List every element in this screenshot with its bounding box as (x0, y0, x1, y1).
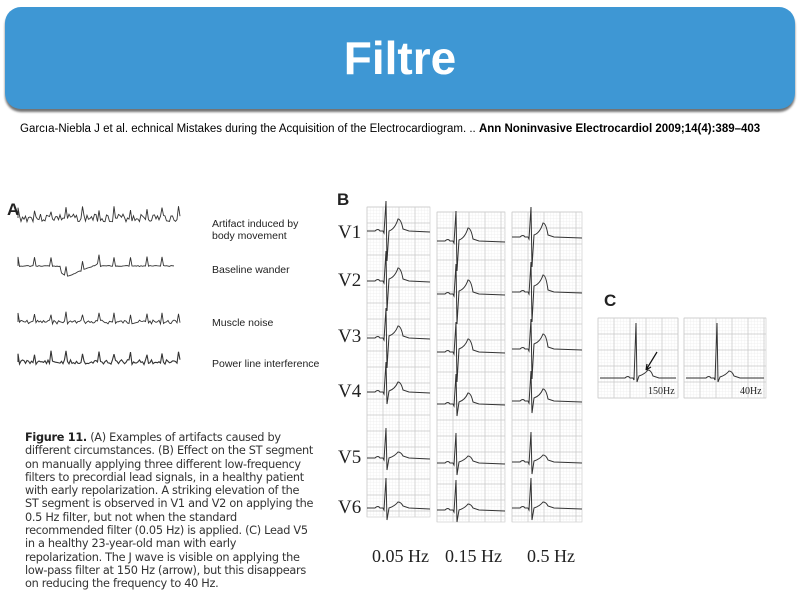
trace-muscle-noise (17, 311, 181, 326)
filter-label-005: 0.05 Hz (372, 546, 429, 566)
trace-power-line (17, 350, 181, 366)
lead-label-v5: V5 (338, 447, 362, 468)
trace-col1-v4 (367, 361, 431, 405)
figure-caption: Figure 11. (A) Examples of artifacts cau… (25, 431, 315, 591)
artifact-label-movement: Artifact induced by body movement (212, 218, 299, 242)
trace-col3-v4 (512, 370, 583, 414)
title-banner: Filtre (5, 7, 795, 109)
trace-col2-v4 (437, 373, 506, 417)
grid-col-1 (366, 206, 431, 518)
lead-label-v6: V6 (338, 497, 362, 518)
grid-150hz-major (597, 317, 679, 399)
trace-body-movement (17, 206, 181, 224)
citation-authors: Garcıa-Niebla J et al. echnical Mistakes… (20, 123, 479, 135)
artifact-label-powerline: Power line interference (212, 358, 320, 370)
panel-c-letter: C (604, 291, 617, 310)
trace-col3-v2 (512, 261, 583, 323)
caption-text: (A) Examples of artifacts caused by diff… (25, 431, 314, 591)
filter-label-015: 0.15 Hz (445, 546, 502, 566)
trace-col2-v1 (437, 210, 506, 272)
grid-col-2-major (436, 211, 505, 522)
trace-col1-v6 (367, 477, 431, 521)
citation-journal: Ann Noninvasive Electrocardiol 2009;14(4… (478, 123, 761, 135)
citation: Garcıa-Niebla J et al. echnical Mistakes… (20, 123, 760, 135)
filter-label-40hz: 40Hz (740, 386, 762, 397)
trace-40hz (686, 322, 764, 383)
lead-label-v4: V4 (338, 381, 362, 402)
slide-title: Filtre (343, 32, 457, 84)
filter-label-05: 0.5 Hz (527, 546, 575, 566)
artifact-label-wander: Baseline wander (212, 264, 290, 276)
caption-heading: Figure 11. (25, 431, 87, 444)
panel-a-letter: A (7, 200, 20, 219)
trace-col1-v3 (367, 307, 431, 369)
artifact-label-muscle: Muscle noise (212, 317, 274, 329)
trace-col1-v2 (367, 250, 431, 312)
trace-col1-v1 (367, 200, 431, 262)
trace-col3-v1 (512, 206, 583, 268)
trace-col2-v3 (437, 321, 506, 383)
grid-150hz (597, 317, 679, 399)
trace-col3-v5 (512, 431, 583, 475)
arrow-icon (645, 351, 658, 371)
filter-label-150hz: 150Hz (648, 386, 675, 397)
lead-label-v3: V3 (338, 326, 362, 347)
trace-col2-v5 (437, 432, 506, 476)
trace-col2-v2 (437, 263, 506, 325)
trace-baseline-wander (17, 254, 175, 277)
trace-150hz (600, 322, 676, 383)
grid-40hz (683, 317, 767, 399)
lead-label-v1: V1 (338, 222, 362, 243)
grid-col-1-major (366, 206, 430, 517)
trace-col2-v6 (437, 479, 506, 523)
trace-col3-v6 (512, 477, 583, 521)
grid-col-2 (436, 211, 506, 523)
panel-b-letter: B (337, 190, 350, 209)
lead-label-v2: V2 (338, 270, 362, 291)
trace-col1-v5 (367, 427, 431, 471)
trace-col3-v3 (512, 318, 583, 380)
